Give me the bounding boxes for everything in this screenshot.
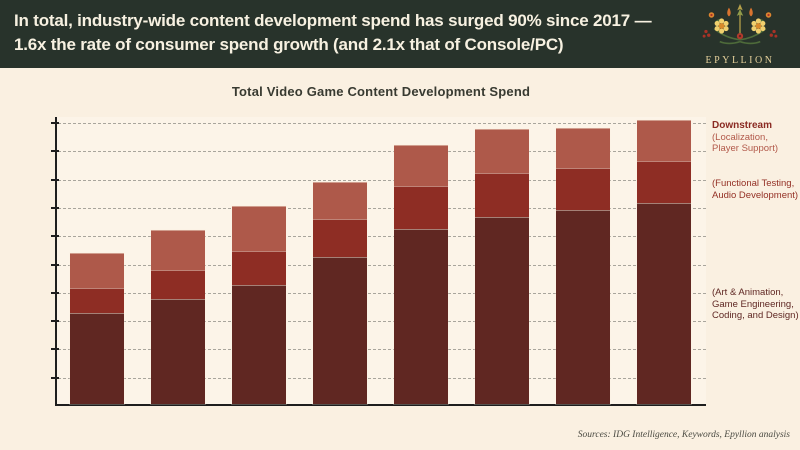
bar-7-segment-1 [556,210,610,404]
legend-downstream: Downstream (Localization, Player Support… [712,120,778,155]
bar-8-segment-3 [637,119,691,161]
gridline-1 [58,377,706,379]
bar-1-segment-2 [70,287,124,314]
bar-3-segment-3 [232,205,286,252]
gridline-7 [58,207,706,209]
bar-2-segment-3 [151,230,205,270]
y-axis-tick-10 [51,122,59,124]
bar-3-segment-1 [232,285,286,404]
bar-4-segment-3 [313,181,367,219]
bar-7-segment-3 [556,128,610,168]
bar-1-segment-3 [70,252,124,288]
bar-3-segment-2 [232,251,286,286]
floral-bouquet-icon [702,3,779,45]
legend-art-animation: (Art & Animation, Game Engineering, Codi… [712,287,799,322]
epyllion-wordmark: EPYLLION [705,55,775,66]
sources-note: Sources: IDG Intelligence, Keywords, Epy… [577,430,790,440]
bar-4-segment-1 [313,256,367,404]
gridline-3 [58,321,706,323]
chart-plot-area [51,117,706,406]
y-axis-tick-6 [51,235,59,238]
y-axis-tick-7 [51,206,59,209]
headline: In total, industry-wide content developm… [14,9,704,57]
bar-5-segment-3 [394,145,448,186]
bar-1-segment-1 [70,313,124,404]
bar-6-segment-3 [475,129,529,174]
bar-6-segment-2 [475,173,529,218]
gridline-2 [58,349,706,351]
legend-functional-line1: (Functional Testing, [712,178,795,189]
stacked-bar-7 [556,128,610,404]
bar-4-segment-2 [313,218,367,257]
headline-line1: In total, industry-wide content developm… [14,11,652,30]
bar-2-segment-1 [151,299,205,404]
y-axis-tick-1 [51,376,59,379]
epyllion-logo: EPYLLION [694,3,786,66]
gridline-6 [58,236,706,238]
stacked-bar-3 [232,205,286,404]
gridline-9 [58,151,706,153]
bar-8-segment-2 [637,160,691,204]
headline-line2: 1.6x the rate of consumer spend growth (… [14,35,564,54]
legend-downstream-line1: (Localization, [712,131,768,143]
legend-downstream-title: Downstream [712,120,773,131]
legend-art-line3: Coding, and Design) [712,310,799,321]
legend-functional-testing: (Functional Testing, Audio Development) [712,178,798,201]
gridline-5 [58,264,706,266]
bar-7-segment-2 [556,167,610,211]
y-axis-tick-8 [51,178,59,181]
stacked-bar-2 [151,230,205,404]
bar-8-segment-1 [637,203,691,404]
stacked-bar-4 [313,181,367,404]
chart-title: Total Video Game Content Development Spe… [231,84,531,99]
bar-2-segment-2 [151,269,205,300]
y-axis-tick-9 [51,150,59,153]
y-axis-line [55,117,57,406]
legend-downstream-line2: Player Support) [712,143,779,154]
gridline-4 [58,292,706,294]
bar-6-segment-1 [475,217,529,404]
stacked-bar-6 [475,129,529,404]
bar-5-segment-2 [394,186,448,229]
y-axis-tick-5 [51,263,59,266]
stacked-bar-5 [394,145,448,404]
gridline-8 [58,179,706,181]
legend-functional-line2: Audio Development) [712,189,799,201]
bar-5-segment-1 [394,228,448,404]
y-axis-tick-2 [51,348,59,351]
legend-art-line2: Game Engineering, [712,298,794,310]
header-banner: In total, industry-wide content developm… [0,0,800,68]
gridline-10 [58,123,706,124]
y-axis-tick-4 [51,291,59,294]
legend-art-line1: (Art & Animation, [712,287,784,298]
stacked-bar-8 [637,119,691,404]
x-axis-line [55,404,706,406]
y-axis-tick-3 [51,320,59,323]
stacked-bar-1 [70,252,124,404]
